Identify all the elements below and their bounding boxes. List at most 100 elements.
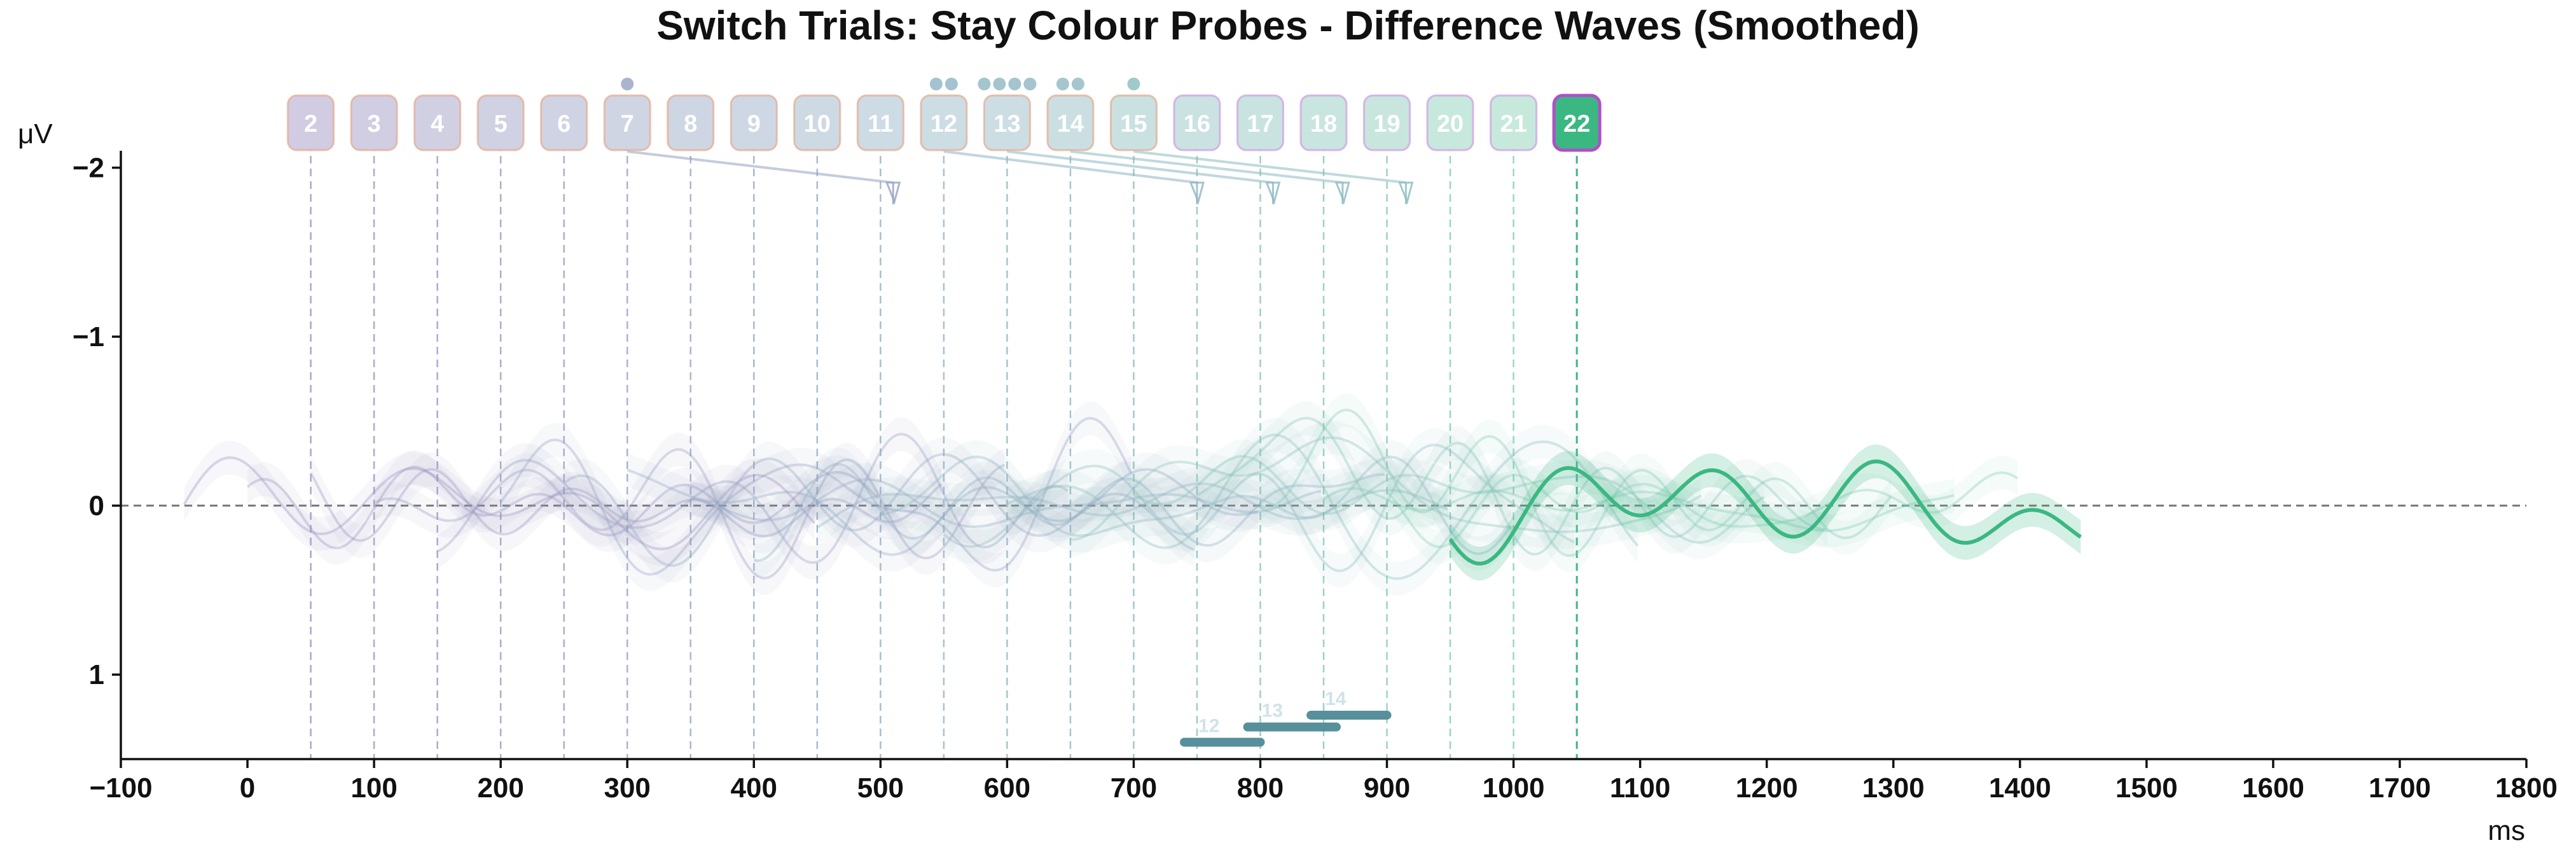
probe-badge-bg [1237, 95, 1284, 150]
chart-title: Switch Trials: Stay Colour Probes - Diff… [656, 3, 1920, 48]
probe-badge-13: 13 [983, 94, 1031, 151]
probe-badge-bg [984, 95, 1030, 150]
y-axis-unit-label: μV [18, 118, 53, 150]
wave-band-3 [247, 450, 878, 565]
wave-line-19 [1259, 409, 1892, 557]
wave-band-11 [754, 447, 1385, 578]
probe-badge-label: 4 [431, 111, 444, 137]
x-tick-label: 600 [984, 772, 1030, 804]
probe-badge-label: 17 [1247, 111, 1273, 137]
wave-line-14 [943, 443, 1575, 573]
axes: −100 0 100 200 300 400 500 600 700 800 900 1000 1100… [73, 151, 2558, 804]
probe-badge-bg [1111, 95, 1157, 150]
probe-badge-bg [414, 95, 460, 150]
probe-badge-box [920, 94, 968, 151]
y-tick-label: 0 [89, 491, 104, 522]
probe-badge-label: 18 [1310, 111, 1337, 137]
wave-line-6 [436, 433, 1069, 564]
probe-badge-box [540, 94, 588, 151]
x-tick-label: 100 [350, 772, 397, 804]
probe-badge-2: 2 [287, 94, 335, 151]
wave-line-10 [690, 478, 1322, 528]
probe-dot-15 [1127, 78, 1140, 90]
x-tick-label: 900 [1364, 772, 1410, 804]
x-tick-label: 500 [857, 772, 904, 804]
wave-band-6 [437, 417, 1068, 580]
wave-band-20 [1324, 471, 1955, 548]
wave-band-14 [943, 428, 1575, 588]
probe-badge-bg [667, 95, 714, 150]
wave-line-11 [754, 463, 1385, 562]
probe-dot-13 [978, 78, 991, 90]
probe-badge-10: 10 [793, 94, 841, 151]
probe-badge-bg [1301, 95, 1347, 150]
probe-badge-label: 22 [1563, 111, 1590, 137]
probe-badge-label: 12 [931, 111, 957, 137]
probe-badge-14: 14 [1046, 94, 1095, 151]
significance-bar-label-14: 14 [1325, 688, 1347, 709]
probe-onset-lines [310, 130, 1578, 759]
probe-badge-box [287, 94, 335, 151]
probe-badge-17: 17 [1236, 94, 1284, 151]
probe-badge-label: 9 [747, 111, 761, 137]
probe-badge-box [350, 94, 398, 151]
probe-badge-8: 8 [667, 94, 715, 151]
probe-badge-label: 3 [368, 111, 381, 137]
probe-connectors [627, 150, 1414, 205]
probe-badge-21: 21 [1490, 94, 1538, 151]
probe-dot-13 [993, 78, 1006, 90]
wave-line-2 [183, 456, 816, 550]
probe-badge-label: 2 [304, 111, 317, 137]
probe-badge-label: 5 [494, 111, 508, 137]
probe-badge-box [667, 94, 715, 151]
x-tick-label: 1600 [2242, 772, 2304, 804]
wave-band-12 [817, 466, 1448, 545]
x-axis-unit-label: ms [2488, 815, 2525, 846]
probe-badge-box [476, 94, 525, 151]
probe-badge-15: 15 [1109, 94, 1158, 151]
x-tick-label: 800 [1237, 772, 1284, 804]
x-tick-label: 1400 [1989, 772, 2051, 804]
wave-line-12 [816, 482, 1448, 529]
wave-band-15 [1007, 418, 1638, 596]
probe-dot-12 [929, 78, 943, 90]
probe-badge-bg [1047, 95, 1093, 150]
connector-line-2 [1007, 150, 1273, 184]
probe-badge-box [413, 94, 462, 151]
wave-line-4 [309, 468, 943, 542]
probe-badge-box [983, 94, 1031, 151]
probe-badge-bg [478, 95, 524, 150]
x-tick-label: 1300 [1862, 772, 1925, 804]
x-tick-label: 1800 [2495, 772, 2558, 804]
probe-badge-bg [794, 95, 840, 150]
probe-badge-bg [604, 95, 651, 150]
probe-badge-box [1109, 94, 1158, 151]
wave-line-5 [373, 448, 1006, 580]
x-tick-label: 1100 [1610, 772, 1670, 804]
probe-badge-bg [1427, 95, 1474, 150]
y-tick-label: −1 [73, 321, 104, 353]
probe-badge-box [730, 94, 778, 151]
probe-badge-bg [541, 95, 587, 150]
probe-badge-label: 11 [868, 111, 893, 137]
wave-line-8 [563, 453, 1195, 567]
wave-band-19 [1260, 393, 1891, 573]
x-tick-label: 1000 [1483, 772, 1545, 804]
probe-badge-box [603, 94, 651, 151]
difference-waves [183, 393, 2082, 596]
wave-band-18 [1196, 401, 1828, 571]
probe-badge-18: 18 [1299, 94, 1348, 151]
probe-badge-box [793, 94, 841, 151]
probe-badge-bg [1490, 95, 1537, 150]
wave-band-10 [690, 463, 1321, 544]
probe-badge-bg [1364, 95, 1410, 150]
probe-dot-14 [1056, 78, 1069, 90]
probe-badge-bg [731, 95, 777, 150]
probe-badge-box [1490, 94, 1538, 151]
probe-badge-19: 19 [1363, 94, 1411, 151]
probe-badge-4: 4 [413, 94, 462, 151]
probe-badge-5: 5 [476, 94, 525, 151]
wave-band-5 [374, 432, 1005, 596]
probe-badge-label: 6 [557, 111, 571, 137]
